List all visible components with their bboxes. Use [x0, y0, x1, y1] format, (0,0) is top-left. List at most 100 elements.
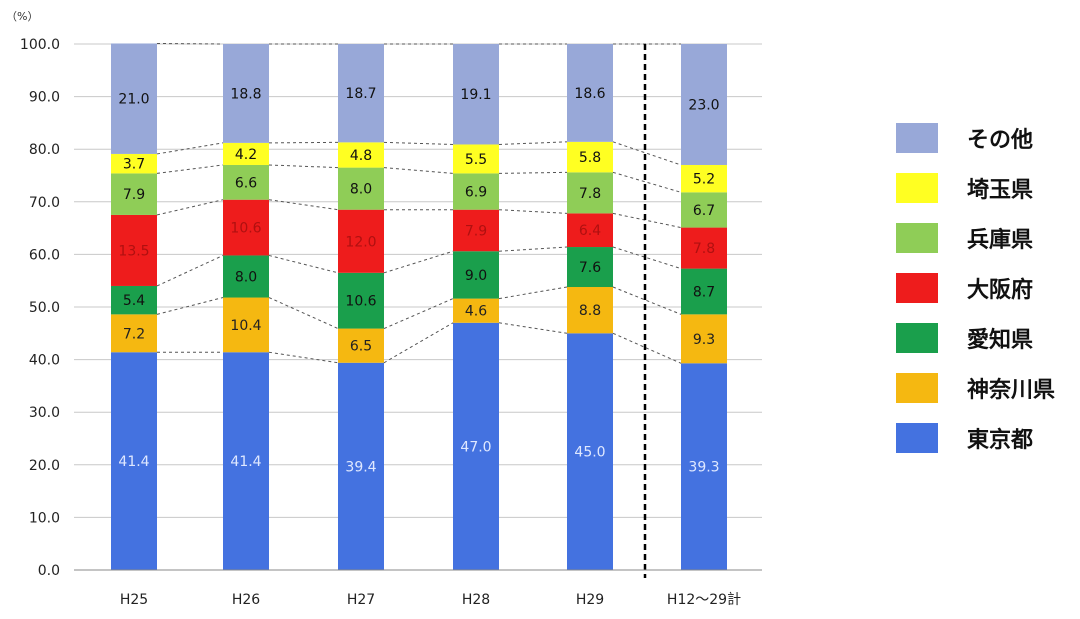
- bar-segment: [111, 153, 157, 174]
- bar-segment: [453, 44, 499, 145]
- connector-line: [156, 254, 224, 287]
- bar-value-label: 4.6: [465, 304, 487, 320]
- bar-value-label: 6.7: [693, 203, 715, 219]
- bar-value-label: 21.0: [118, 92, 149, 108]
- bar-value-label: 7.9: [123, 187, 145, 203]
- bar-segment: [338, 167, 384, 210]
- bar-value-label: 10.4: [230, 318, 261, 334]
- bar-value-label: 13.5: [118, 243, 149, 259]
- connector-line: [156, 297, 224, 315]
- grid: [74, 43, 762, 518]
- connector-line: [498, 209, 568, 214]
- legend-label: 兵庫県: [967, 227, 1033, 253]
- y-tick-label: 0.0: [38, 563, 60, 579]
- bar-segment: [681, 314, 727, 364]
- bar-segment: [681, 363, 727, 570]
- y-tick-label: 100.0: [20, 37, 60, 53]
- bars: [111, 43, 727, 570]
- bar-segment: [111, 285, 157, 315]
- legend-swatch: [896, 423, 938, 453]
- bar-segment: [453, 322, 499, 570]
- bar-segment: [223, 199, 269, 256]
- x-category-label: H28: [462, 592, 490, 608]
- bar-segment: [223, 352, 269, 570]
- connector-line: [268, 164, 339, 169]
- y-tick-label: 40.0: [29, 353, 60, 369]
- bar-segment: [453, 251, 499, 299]
- bar-value-label: 7.8: [693, 241, 715, 257]
- connector-line: [498, 286, 568, 300]
- bar-value-label: 8.8: [579, 303, 601, 319]
- bar-segment: [338, 272, 384, 329]
- bar-value-label: 18.7: [345, 86, 376, 102]
- bar-segment: [567, 141, 613, 173]
- connector-line: [268, 141, 339, 144]
- connector-line: [268, 297, 339, 330]
- bar-value-label: 6.9: [465, 185, 487, 201]
- connector-line: [612, 332, 682, 364]
- connector-line: [156, 42, 224, 45]
- connector-line: [268, 254, 339, 274]
- connector-line: [612, 246, 682, 270]
- bar-segment: [567, 172, 613, 214]
- bar-segment: [338, 209, 384, 273]
- legend-swatch: [896, 373, 938, 403]
- bar-segment: [453, 144, 499, 174]
- bar-segment: [111, 214, 157, 286]
- connector-line: [383, 141, 454, 145]
- y-tick-label: 20.0: [29, 458, 60, 474]
- connector-line: [156, 199, 224, 216]
- connector-line: [612, 171, 682, 193]
- bar-value-label: 47.0: [460, 439, 491, 455]
- bar-value-label: 45.0: [574, 445, 605, 461]
- bar-value-label: 5.8: [579, 150, 601, 166]
- y-tick-label: 60.0: [29, 247, 60, 263]
- bar-value-label: 5.4: [123, 293, 145, 309]
- bar-segment: [223, 297, 269, 353]
- bar-segment: [453, 209, 499, 252]
- bar-value-label: 7.9: [465, 223, 487, 239]
- bar-value-label: 6.4: [579, 223, 601, 239]
- bar-segment: [567, 333, 613, 570]
- connector-line: [156, 142, 224, 155]
- bar-value-label: 6.6: [235, 175, 257, 191]
- connector-line: [612, 141, 682, 166]
- legend-swatch: [896, 123, 938, 153]
- bar-segment: [223, 44, 269, 143]
- bar-segment: [223, 142, 269, 165]
- legend-label: 東京都: [967, 427, 1033, 453]
- bar-value-label: 39.4: [345, 459, 376, 475]
- legend-swatch: [896, 223, 938, 253]
- bar-value-label: 18.6: [574, 86, 605, 102]
- bar-segment: [453, 298, 499, 323]
- y-tick-label: 10.0: [29, 510, 60, 526]
- x-category-label: H12～29計: [667, 592, 741, 608]
- bar-segment: [338, 142, 384, 168]
- connector-line: [498, 171, 568, 174]
- bar-value-label: 7.8: [579, 186, 601, 202]
- bar-value-label: 18.8: [230, 86, 261, 102]
- legend-label: 大阪府: [967, 277, 1033, 303]
- bar-value-label: 5.5: [465, 152, 487, 168]
- legend-swatch: [896, 273, 938, 303]
- y-tick-label: 30.0: [29, 405, 60, 421]
- connector-line: [612, 212, 682, 229]
- connector-line: [383, 167, 454, 174]
- y-axis-ticks: 0.0 10.0 20.0 30.0 40.0 50.0 60.0 70.0 80.0 90.0 1…: [20, 37, 60, 579]
- value-labels: 41.4 7.2 5.4 13.5 7.9 3.7 21.0 41.4 10.4 8.0 10.6 6…: [118, 86, 719, 476]
- x-category-label: H27: [347, 592, 375, 608]
- connector-line: [612, 286, 682, 315]
- bar-value-label: 4.2: [235, 147, 257, 163]
- bar-value-label: 9.3: [693, 332, 715, 348]
- bar-segment: [111, 173, 157, 215]
- bar-value-label: 41.4: [118, 454, 149, 470]
- bar-value-label: 8.0: [350, 182, 372, 198]
- legend-swatch: [896, 173, 938, 203]
- legend-label: その他: [967, 128, 1033, 153]
- legend-label: 埼玉県: [967, 178, 1033, 203]
- unit-label: （%）: [6, 10, 38, 23]
- bar-segment: [338, 362, 384, 570]
- bar-segment: [567, 44, 613, 142]
